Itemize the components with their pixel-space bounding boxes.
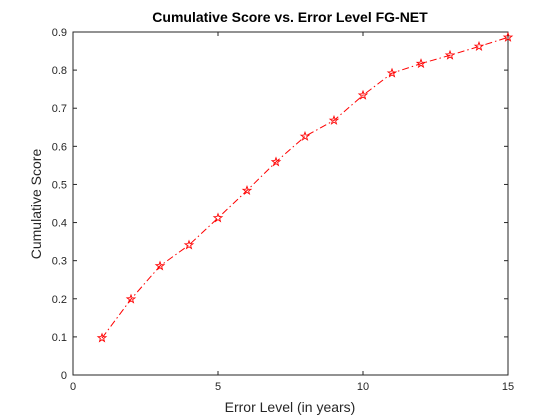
series-layer bbox=[96, 31, 514, 343]
chart-title: Cumulative Score vs. Error Level FG-NET bbox=[152, 9, 428, 25]
data-point-star-marker bbox=[183, 239, 195, 250]
y-axis-label: Cumulative Score bbox=[28, 149, 44, 260]
plot-area-frame bbox=[72, 31, 509, 376]
y-tick-label: 0.2 bbox=[52, 294, 67, 306]
data-point-star-marker bbox=[357, 89, 369, 100]
y-tick-label: 0.8 bbox=[52, 65, 67, 77]
x-tick-label: 10 bbox=[357, 381, 369, 393]
data-point-star-marker bbox=[96, 332, 108, 343]
axis-ticks: 0 5 10 15 0 0.1 0.2 0.3 0.4 0.5 0.6 0.7 0.8 0.9 bbox=[52, 27, 514, 393]
data-point-star-marker bbox=[270, 156, 282, 167]
y-tick-label: 0.4 bbox=[52, 218, 67, 230]
x-axis-label: Error Level (in years) bbox=[225, 399, 356, 415]
data-point-star-marker bbox=[444, 49, 456, 60]
data-point-star-marker bbox=[299, 130, 311, 141]
data-point-star-marker bbox=[125, 293, 137, 304]
y-tick-label: 0.7 bbox=[52, 103, 67, 115]
series-line bbox=[101, 36, 509, 339]
data-point-star-marker bbox=[154, 260, 166, 271]
data-point-star-marker bbox=[473, 40, 485, 51]
data-point-star-marker bbox=[328, 114, 340, 125]
data-point-star-marker bbox=[212, 212, 224, 223]
data-point-star-marker bbox=[415, 58, 427, 69]
data-point-star-marker bbox=[241, 184, 253, 196]
data-point-star-marker bbox=[386, 67, 398, 78]
y-tick-label: 0 bbox=[61, 370, 67, 382]
data-point-star-marker bbox=[502, 31, 514, 42]
y-tick-label: 0.3 bbox=[52, 256, 67, 268]
x-tick-label: 5 bbox=[215, 381, 221, 393]
y-tick-label: 0.5 bbox=[52, 179, 67, 191]
x-tick-label: 15 bbox=[502, 381, 514, 393]
y-tick-label: 0.6 bbox=[52, 141, 67, 153]
x-tick-label: 0 bbox=[70, 381, 76, 393]
y-tick-label: 0.1 bbox=[52, 332, 67, 344]
y-tick-label: 0.9 bbox=[52, 27, 67, 39]
